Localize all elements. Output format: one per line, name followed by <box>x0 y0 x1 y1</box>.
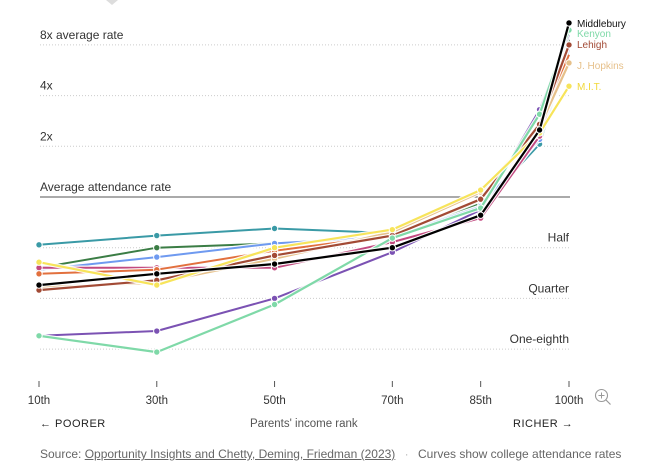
gridline-label: Average attendance rate <box>40 180 172 194</box>
data-point <box>476 211 485 219</box>
top-caret-icon <box>106 0 118 5</box>
data-point <box>153 281 161 289</box>
data-point <box>565 82 573 90</box>
data-point <box>476 186 485 194</box>
series-line <box>39 44 570 269</box>
gridline-label: 4x <box>40 79 53 93</box>
data-point <box>35 258 43 266</box>
series-layer <box>35 19 573 356</box>
data-point <box>35 270 43 278</box>
series-halo <box>39 44 572 271</box>
data-point <box>153 327 161 335</box>
data-point <box>270 294 279 303</box>
series-label: Kenyon <box>577 29 611 40</box>
series-line <box>38 39 570 269</box>
data-point <box>270 260 279 268</box>
x-tick-label: 30th <box>146 395 168 407</box>
data-point <box>270 251 279 260</box>
gridline-label: 2x <box>40 129 53 143</box>
data-point <box>565 59 573 67</box>
zoom-in-icon[interactable] <box>594 388 612 406</box>
data-point <box>270 300 279 309</box>
x-tick-label: 50th <box>263 395 285 407</box>
data-point <box>153 244 161 252</box>
source-link[interactable]: Opportunity Insights and Chetty, Deming,… <box>84 447 396 461</box>
data-point <box>153 231 161 240</box>
series-green-school <box>35 38 572 272</box>
footer-note: Curves show college attendance rates <box>417 447 622 461</box>
data-point <box>35 241 43 249</box>
series-teal-school <box>35 48 572 249</box>
series-label: M.I.T. <box>577 82 601 93</box>
data-point <box>153 270 161 278</box>
footer-separator: · <box>404 447 409 461</box>
footer: Source: Opportunity Insights and Chetty,… <box>40 447 621 461</box>
series-label: Lehigh <box>577 40 607 51</box>
x-tick-label: 100th <box>555 395 584 407</box>
data-point <box>35 332 43 340</box>
gridline-label: Half <box>548 231 570 245</box>
x-tick-label: 70th <box>381 395 403 407</box>
data-point <box>35 281 43 289</box>
series-line <box>38 49 570 246</box>
x-tick-label: 10th <box>28 395 50 407</box>
series-label: J. Hopkins <box>577 61 624 72</box>
series-label: Middlebury <box>577 19 626 30</box>
data-point <box>388 244 397 252</box>
gridline-label: Quarter <box>528 281 569 295</box>
gridline-label: One-eighth <box>510 332 569 346</box>
series-halo <box>38 48 572 248</box>
x-axis-title: Parents' income rank <box>250 418 358 430</box>
data-point <box>388 234 397 242</box>
x-tick-label: 85th <box>469 395 491 407</box>
poorer-label: ← POORER <box>40 418 106 430</box>
data-point <box>153 348 161 356</box>
series-halo <box>38 38 572 271</box>
data-point <box>270 244 279 252</box>
richer-label: RICHER → <box>513 418 574 430</box>
chart-plot: 8x average rate 4x 2x Average attendance ra… <box>28 19 626 407</box>
data-point <box>565 19 573 27</box>
source-prefix: Source: <box>40 447 82 461</box>
gridline-label: 8x average rate <box>40 28 124 42</box>
x-axis-ticks: 10th 30th 50th 70th 85th 100th <box>28 381 584 407</box>
data-point <box>270 224 279 233</box>
data-point <box>388 225 397 234</box>
data-point <box>535 126 544 134</box>
data-point <box>153 253 161 261</box>
series-middlebury <box>35 19 573 289</box>
